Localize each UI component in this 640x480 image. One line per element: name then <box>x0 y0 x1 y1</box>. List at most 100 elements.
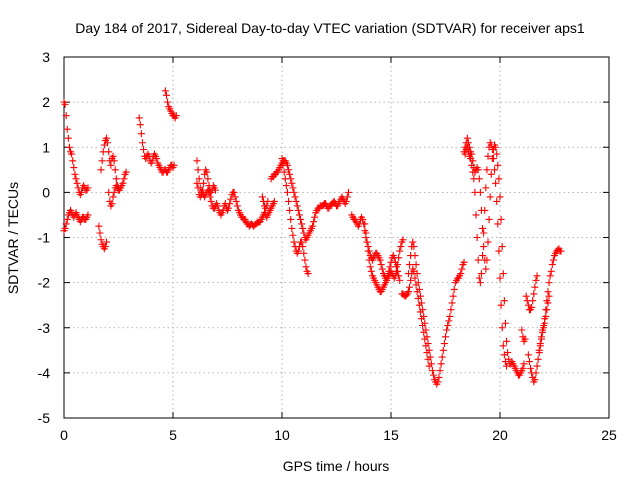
data-point <box>495 247 503 255</box>
data-point <box>343 193 351 201</box>
data-point <box>557 247 565 255</box>
data-point <box>540 324 548 332</box>
data-point <box>503 362 511 370</box>
data-point <box>407 276 415 284</box>
data-point <box>428 367 436 375</box>
data-point <box>301 256 309 264</box>
data-point <box>402 291 410 299</box>
data-point <box>537 333 545 341</box>
data-point <box>172 112 180 120</box>
data-point <box>458 265 466 273</box>
data-point <box>474 256 482 264</box>
data-point <box>278 155 286 163</box>
data-point <box>406 283 414 291</box>
data-point <box>467 155 475 163</box>
data-point <box>283 188 291 196</box>
data-point <box>298 238 306 246</box>
data-point <box>292 197 300 205</box>
data-point <box>164 98 172 106</box>
y-tick-label: 1 <box>42 139 50 155</box>
data-point <box>472 211 480 219</box>
data-point <box>377 261 385 269</box>
data-point <box>471 188 479 196</box>
data-point <box>72 175 80 183</box>
data-point <box>161 87 169 95</box>
data-point <box>193 179 201 187</box>
data-point <box>425 362 433 370</box>
data-point <box>293 202 301 210</box>
data-point <box>460 258 468 266</box>
data-point <box>226 200 234 208</box>
data-point <box>70 164 78 172</box>
data-point <box>487 170 495 178</box>
y-axis-tick-labels: -5 -4 -3 -2 -1 0 1 2 3 <box>38 49 51 426</box>
data-point <box>205 188 213 196</box>
data-point <box>497 301 505 309</box>
data-point <box>304 270 312 278</box>
data-point <box>480 243 488 251</box>
data-point <box>295 211 303 219</box>
data-point <box>488 146 496 154</box>
data-point <box>445 317 453 325</box>
data-point <box>423 349 431 357</box>
data-point <box>290 238 298 246</box>
data-point <box>531 376 539 384</box>
data-point <box>364 247 372 255</box>
y-tick-label: 3 <box>42 49 50 65</box>
data-point <box>534 355 542 363</box>
data-point <box>440 340 448 348</box>
data-point <box>344 188 352 196</box>
y-tick-label: 2 <box>42 94 50 110</box>
data-point <box>96 229 104 237</box>
data-point <box>107 161 115 169</box>
data-point <box>399 236 407 244</box>
data-point <box>111 166 119 174</box>
data-point <box>406 261 414 269</box>
data-point <box>543 306 551 314</box>
data-point <box>438 353 446 361</box>
data-point <box>397 243 405 251</box>
data-point <box>359 215 367 223</box>
data-point <box>415 301 423 309</box>
data-point <box>203 168 211 176</box>
data-point <box>71 170 79 178</box>
data-point <box>294 247 302 255</box>
y-tick-label: -5 <box>38 410 51 426</box>
data-point <box>545 292 553 300</box>
data-point <box>483 256 491 264</box>
data-point <box>549 256 557 264</box>
data-point <box>361 220 369 228</box>
data-point <box>194 166 202 174</box>
data-point <box>214 202 222 210</box>
data-point <box>227 195 235 203</box>
data-point <box>544 288 552 296</box>
data-point <box>475 274 483 282</box>
data-point <box>101 243 109 251</box>
x-tick-label: 20 <box>492 427 508 443</box>
data-point <box>63 215 71 223</box>
x-axis-tick-labels: 0 5 10 15 20 25 <box>60 427 617 443</box>
data-point <box>469 168 477 176</box>
data-point <box>204 175 212 183</box>
data-point <box>413 288 421 296</box>
data-point <box>436 367 444 375</box>
data-point <box>498 243 506 251</box>
data-point <box>391 258 399 266</box>
data-point <box>530 290 538 298</box>
data-point <box>411 274 419 282</box>
data-point <box>281 175 289 183</box>
data-point <box>104 139 112 147</box>
data-point <box>525 358 533 366</box>
data-point <box>233 202 241 210</box>
data-point <box>473 234 481 241</box>
data-point <box>138 139 146 147</box>
data-point <box>481 206 489 214</box>
data-point <box>291 193 299 201</box>
data-point <box>311 213 319 221</box>
data-point <box>290 188 298 196</box>
data-point <box>497 215 505 223</box>
data-point <box>448 299 456 307</box>
data-point <box>482 184 490 192</box>
data-point <box>392 263 400 271</box>
data-point <box>282 182 290 190</box>
